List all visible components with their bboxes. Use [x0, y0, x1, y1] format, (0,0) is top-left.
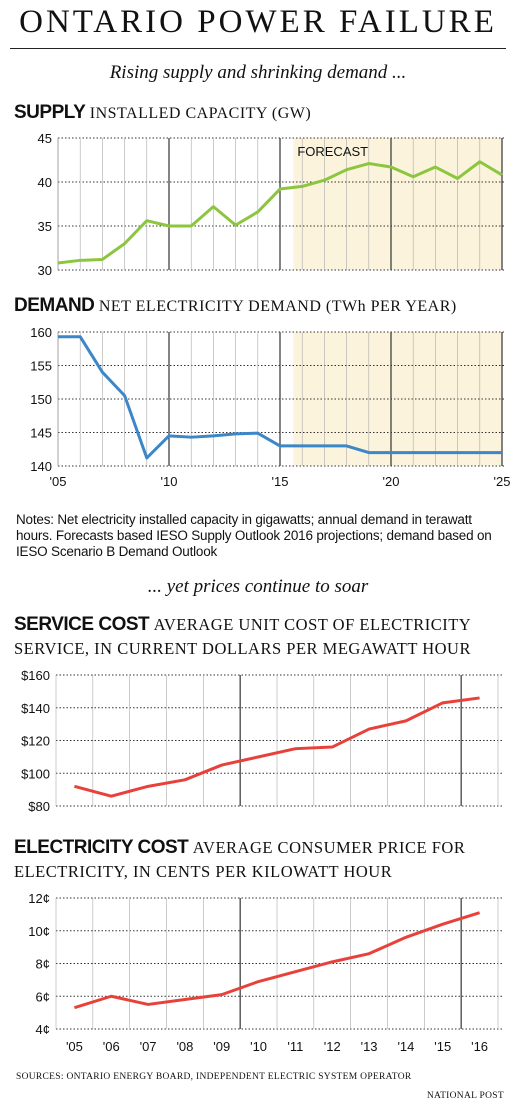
electricity-heading-light: AVERAGE CONSUMER PRICE FOR ELECTRICITY, … — [14, 838, 466, 881]
main-title: ONTARIO POWER FAILURE — [19, 4, 497, 40]
x-tick-label: '05 — [66, 1039, 83, 1054]
supply-chart: 30 35 40 45 FORECAST — [38, 131, 506, 278]
electricity-heading: ELECTRICITY COST AVERAGE CONSUMER PRICE … — [14, 836, 504, 884]
y-tick-label: 150 — [30, 392, 52, 407]
demand-heading: DEMAND NET ELECTRICITY DEMAND (TWh PER Y… — [14, 295, 457, 317]
x-tick-label: '20 — [383, 474, 400, 489]
service-heading-light: AVERAGE UNIT COST OF ELECTRICITY SERVICE… — [14, 615, 471, 658]
tagline-mid: ... yet prices continue to soar — [147, 576, 369, 597]
y-tick-label: $140 — [21, 701, 50, 716]
x-tick-label: '10 — [161, 474, 178, 489]
y-tick-label: 6¢ — [36, 989, 50, 1004]
forecast-region — [293, 138, 502, 270]
x-tick-label: '06 — [103, 1039, 120, 1054]
y-tick-label: 8¢ — [36, 957, 50, 972]
demand-heading-bold: DEMAND — [14, 295, 95, 316]
y-tick-label: 145 — [30, 426, 52, 441]
y-tick-label: 12¢ — [28, 891, 50, 906]
electricity-chart: 4¢ 6¢ 8¢ 10¢ 12¢ '05 '06 '07 '08 '09 '10 '11 '12 '13 '… — [28, 891, 502, 1054]
forecast-label: FORECAST — [297, 144, 368, 159]
y-tick-label: 140 — [30, 459, 52, 474]
y-tick-label: 30 — [38, 263, 52, 278]
x-tick-label: '25 — [494, 474, 511, 489]
notes: Notes: Net electricity installed capacit… — [16, 512, 492, 559]
service-heading-bold: SERVICE COST — [14, 614, 150, 635]
x-tick-label: '12 — [324, 1039, 341, 1054]
demand-heading-light: NET ELECTRICITY DEMAND (TWh PER YEAR) — [98, 298, 457, 315]
y-tick-label: $160 — [21, 668, 50, 683]
service-heading: SERVICE COST AVERAGE UNIT COST OF ELECTR… — [14, 613, 504, 661]
service-chart: $80 $100 $120 $140 $160 — [21, 668, 502, 814]
x-tick-label: '09 — [213, 1039, 230, 1054]
title-rule — [10, 48, 506, 49]
x-tick-label: '10 — [250, 1039, 267, 1054]
y-tick-label: $80 — [28, 799, 50, 814]
electricity-heading-bold: ELECTRICITY COST — [14, 837, 189, 858]
y-tick-label: 40 — [38, 175, 52, 190]
y-tick-label: 10¢ — [28, 924, 50, 939]
x-tick-label: '15 — [272, 474, 289, 489]
tagline-top: Rising supply and shrinking demand ... — [109, 62, 407, 83]
x-tick-label: '07 — [140, 1039, 157, 1054]
x-tick-label: '08 — [176, 1039, 193, 1054]
y-tick-label: 155 — [30, 359, 52, 374]
demand-chart: 140 145 150 155 160 '05 '10 '15 '20 '25 — [30, 325, 511, 489]
data-line — [73, 911, 481, 1010]
credit: NATIONAL POST — [426, 1091, 504, 1101]
y-tick-label: 45 — [38, 131, 52, 146]
x-tick-label: '15 — [434, 1039, 451, 1054]
y-tick-label: 4¢ — [36, 1022, 50, 1037]
x-tick-label: '13 — [361, 1039, 378, 1054]
x-tick-label: '11 — [287, 1039, 303, 1054]
supply-heading: SUPPLY INSTALLED CAPACITY (GW) — [14, 102, 311, 124]
y-tick-label: $100 — [21, 766, 50, 781]
sources: SOURCES: ONTARIO ENERGY BOARD, INDEPENDE… — [16, 1072, 412, 1082]
y-tick-label: 35 — [38, 219, 52, 234]
supply-heading-bold: SUPPLY — [14, 102, 86, 123]
x-tick-label: '16 — [471, 1039, 488, 1054]
x-tick-label: '05 — [50, 474, 67, 489]
x-tick-label: '14 — [397, 1039, 414, 1054]
supply-heading-light: INSTALLED CAPACITY (GW) — [89, 105, 312, 122]
y-tick-label: 160 — [30, 325, 52, 340]
y-tick-label: $120 — [21, 734, 50, 749]
data-line — [74, 696, 480, 798]
